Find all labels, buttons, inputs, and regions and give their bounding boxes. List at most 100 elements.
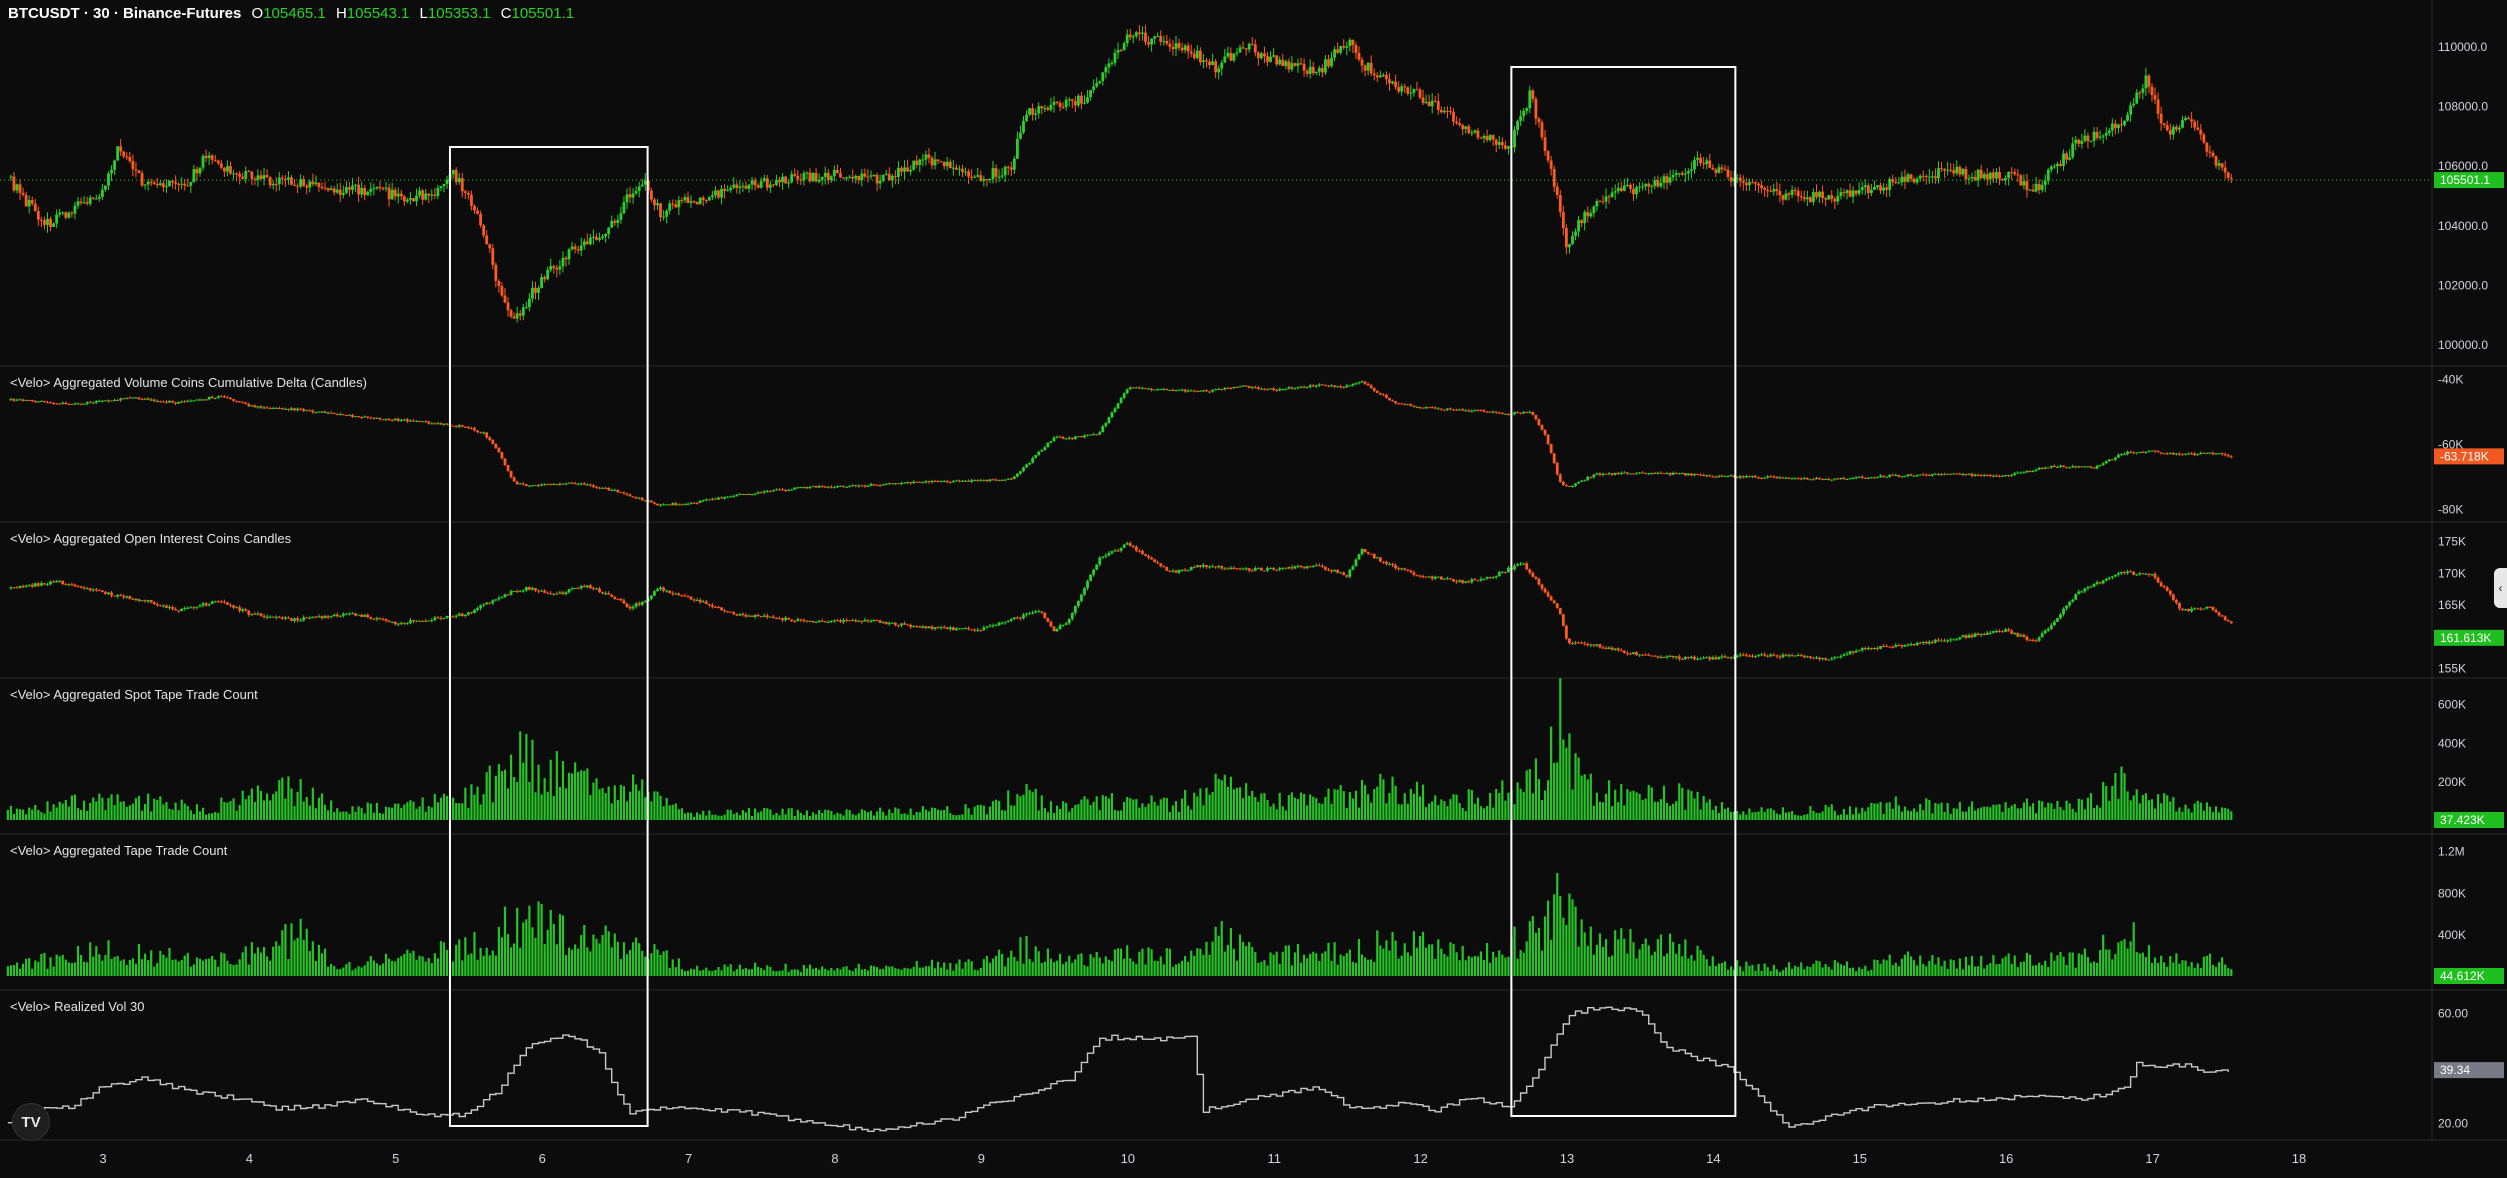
candle-body [824,486,827,487]
candle-body [882,622,885,623]
candle-body [580,246,583,251]
candle-body [745,186,748,189]
candle-body [275,617,278,618]
candle-body [196,607,199,608]
candle-body [1458,123,1461,125]
candle-body [202,603,205,605]
candle-body [616,599,619,600]
candle-body [1900,177,1903,183]
volume-bar [1657,802,1659,820]
candle-body [592,588,595,589]
candle-body [199,168,202,174]
candle-body [138,397,141,399]
candle-body [494,599,497,600]
candle-body [690,597,693,600]
candle-body [748,494,751,495]
candle-body [473,610,476,613]
candle-body [43,220,46,225]
candle-body [1117,403,1120,408]
candle-body [1724,169,1727,170]
candle-body [735,614,738,615]
candle-body [1083,103,1086,104]
candle-body [894,483,897,484]
candle-body [147,182,150,185]
candle-body [799,619,802,620]
candle-body [1419,576,1422,577]
volume-bar [1663,786,1665,820]
candle-body [1495,412,1498,413]
candle-body [461,614,464,616]
volume-bar [1032,792,1034,820]
candle-body [1705,475,1708,476]
candle-body [1214,389,1217,390]
candle-body [113,400,116,401]
candle-body [220,601,223,602]
volume-bar [1742,811,1744,820]
candle-body [1419,90,1422,98]
volume-bar [187,806,189,820]
candle-body [9,177,12,178]
candle-body [1101,426,1104,432]
volume-bar [464,788,466,820]
candle-body [830,487,833,488]
candle-body [1104,67,1107,72]
candle-body [360,188,363,195]
candle-body [2032,471,2035,472]
volume-bar [1330,804,1332,820]
candle-body [1043,108,1046,109]
candle-body [1181,48,1184,50]
volume-bar [849,810,851,820]
candle-body [2120,124,2123,125]
candle-body [513,477,516,481]
candle-body [272,408,275,409]
candle-body [1095,564,1098,569]
candle-body [1001,175,1004,176]
candle-body [1675,473,1678,474]
candle-body [1284,61,1287,66]
candle-body [888,483,891,484]
candle-body [159,183,162,185]
candle-body [641,602,644,605]
candle-body [1568,486,1571,487]
candle-body [2050,167,2053,170]
candle-body [1562,614,1565,626]
candle-body [821,177,824,180]
candle-body [1165,41,1168,44]
candle-body [903,623,906,624]
candle-body [1425,407,1428,408]
volume-bar [171,810,173,820]
volume-bar [1166,798,1168,820]
candles-cvd [9,380,2232,507]
candle-body [589,238,592,245]
candle-body [1312,385,1315,386]
candle-body [1583,212,1586,223]
candle-body [1205,565,1208,567]
candle-body [1977,475,1980,476]
candle-body [1022,467,1025,471]
candle-body [1803,478,1806,479]
candle-body [19,586,22,588]
candle-body [1284,568,1287,569]
candle-body [1574,483,1577,485]
volume-bar [162,804,164,820]
candle-body [1916,179,1919,183]
candle-body [1449,408,1452,409]
candle-body [1827,479,1830,480]
candle-body [1461,409,1464,410]
candle-body [241,402,244,403]
candle-body [464,191,467,193]
candle-body [2041,185,2044,190]
candle-body [1629,473,1632,474]
volume-bar [1501,780,1503,820]
volume-bar [995,800,997,820]
candle-body [1861,187,1864,190]
volume-bar [1715,806,1717,820]
candle-body [1940,168,1943,169]
candle-body [677,504,680,505]
candle-body [1812,192,1815,202]
candle-body [1333,570,1336,572]
candle-body [1742,181,1745,183]
volume-bar [1721,802,1723,820]
